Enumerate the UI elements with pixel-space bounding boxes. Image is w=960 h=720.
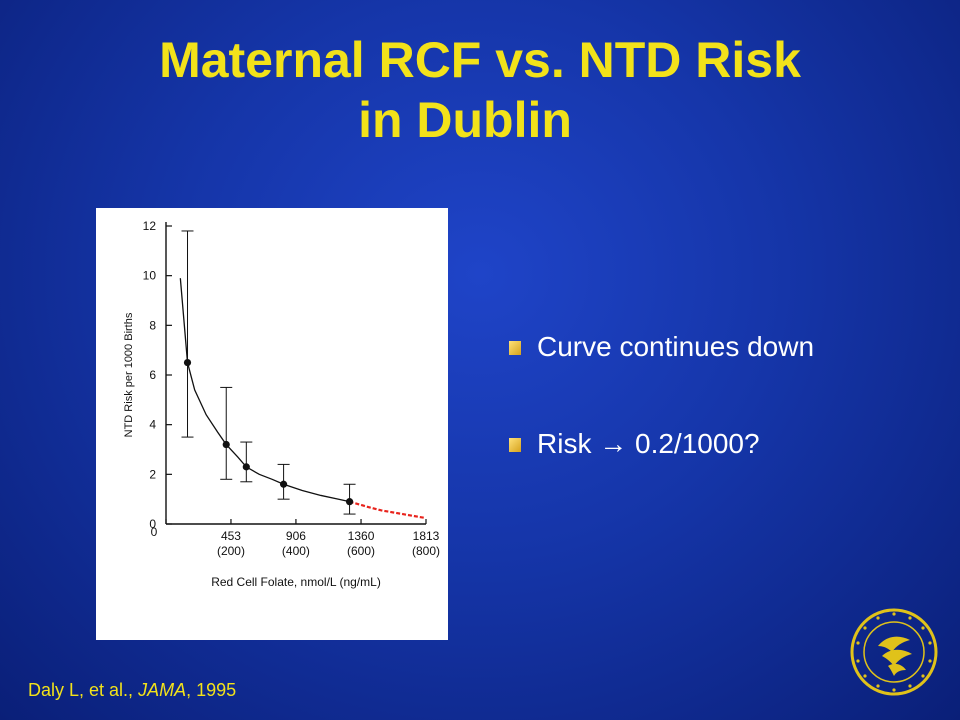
bullet-item: Risk → 0.2/1000? (505, 425, 925, 462)
x-axis-title: Red Cell Folate, nmol/L (ng/mL) (211, 575, 381, 589)
y-axis-title: NTD Risk per 1000 Births (123, 312, 135, 437)
hhs-seal-icon (850, 608, 938, 696)
x-tick-sublabel: (800) (412, 544, 440, 558)
bullet-list: Curve continues down Risk → 0.2/1000? (505, 328, 925, 462)
x-tick-sublabel: (400) (282, 544, 310, 558)
bullet-text: Risk → 0.2/1000? (537, 428, 760, 459)
y-tick-label: 0 (149, 517, 156, 531)
extrapolation-line (349, 500, 425, 519)
fitted-curve-line (179, 278, 350, 503)
citation-prefix: Daly L, et al., (28, 680, 139, 700)
title-line-1: Maternal RCF vs. NTD Risk (159, 32, 801, 88)
data-point (183, 358, 192, 367)
x-tick-sublabel: (600) (347, 544, 375, 558)
x-tick-sublabel: (200) (217, 544, 245, 558)
y-tick-label: 10 (143, 269, 157, 283)
x-tick-label: 906 (286, 529, 306, 543)
ntd-risk-chart: 0 2 4 6 8 10 12 0 453(200) 906(400) 1360(600) 1813(… (123, 219, 440, 589)
bullet-square-icon (509, 438, 521, 452)
y-tick-label: 12 (143, 219, 157, 233)
bullet-text: Curve continues down (537, 331, 815, 362)
citation-suffix: , 1995 (186, 680, 237, 700)
slide-title: Maternal RCF vs. NTD Risk in Dublin (0, 30, 960, 150)
title-line-2: in Dublin (358, 92, 572, 148)
x-tick-label: 1360 (348, 529, 375, 543)
data-point (222, 440, 230, 449)
bullet-item: Curve continues down (505, 328, 925, 365)
citation: Daly L, et al., JAMA, 1995 (28, 680, 236, 701)
x-tick-label: 453 (221, 529, 241, 543)
chart-panel: 0 2 4 6 8 10 12 0 453 (200) 906 (400) 1360 (600) 1813(… (96, 208, 448, 640)
data-point (345, 498, 354, 506)
bullet-square-icon (509, 341, 521, 355)
citation-journal: JAMA (138, 680, 187, 700)
y-tick-label: 6 (149, 368, 156, 382)
data-point (242, 463, 250, 471)
y-tick-label: 2 (149, 467, 156, 481)
y-tick-label: 8 (149, 318, 156, 332)
data-point (279, 480, 288, 488)
x-tick-label: 0 (151, 525, 158, 539)
y-tick-label: 4 (149, 418, 156, 432)
x-tick-label: 1813 (413, 529, 440, 543)
